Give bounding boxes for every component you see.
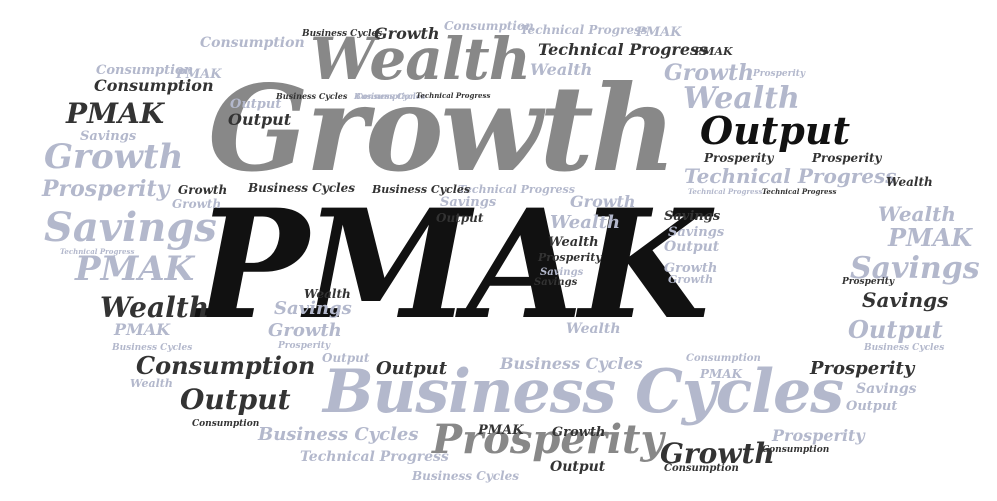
word-wealth-right-dark: Wealth [886, 175, 933, 189]
word-savings-center-small: Savings [540, 267, 584, 278]
word-prosperity-large: Prosperity [432, 416, 664, 463]
word-prosperity-right-dark: Prosperity [810, 358, 915, 379]
word-wealth-top: Wealth [530, 60, 593, 79]
word-pmak-mid-left: PMAK [114, 320, 171, 339]
word-growth-left-small: Growth [172, 197, 222, 211]
word-business-cycles-center-small: Business Cycles [354, 91, 426, 101]
word-prosperity-top: Prosperity [753, 69, 806, 79]
word-consumption-right-small: Consumption [762, 445, 830, 455]
word-business-cycles-top: Business Cycles [302, 29, 383, 39]
word-technical-progress-tiny: Technical Progress [416, 91, 491, 100]
word-output-bottom-left: Output [180, 383, 291, 416]
word-business-cycles-center: Business Cycles [500, 354, 643, 373]
word-prosperity-right-mid: Prosperity [812, 151, 882, 165]
word-savings-right-large: Savings [850, 251, 980, 286]
word-technical-progress-mid: Technical Progress [538, 40, 709, 59]
word-wealth-left-small: Wealth [130, 377, 173, 390]
word-pmak-left: PMAK [75, 249, 195, 289]
word-pmak-right: PMAK [888, 223, 973, 252]
word-output-right-small: Output [846, 399, 898, 414]
word-consumption-top-left: Consumption [200, 35, 305, 51]
word-growth-large: Growth [208, 59, 677, 198]
word-growth-top-right: Growth [664, 60, 755, 86]
word-growth-bottom: Growth [660, 437, 775, 470]
word-output-large: Output [700, 108, 851, 153]
word-output-center: Output [376, 358, 448, 379]
word-savings-left: Savings [44, 204, 217, 251]
word-wealth-center-dark: Wealth [548, 235, 599, 250]
word-technical-progress-right-small: Technical Progress [762, 187, 837, 196]
word-wealth-right: Wealth [683, 81, 800, 116]
word-consumption-left: Consumption [94, 76, 214, 95]
word-growth-center-bottom: Growth [668, 273, 714, 286]
word-consumption-left-small: Consumption [96, 63, 194, 78]
word-growth-bottom-center: Growth [552, 425, 606, 440]
word-wealth-right-mid: Wealth [878, 202, 956, 226]
word-technical-progress-right-tiny: Technical Progress [688, 187, 763, 196]
word-output-mid-left: Output [322, 351, 370, 365]
word-output-left: Output [228, 110, 292, 129]
word-growth-mid-left: Growth [268, 320, 342, 341]
word-prosperity-mid-left: Prosperity [278, 341, 331, 351]
word-savings-center-right: Savings [664, 209, 721, 224]
word-business-cycles-right-tiny: Business Cycles [864, 343, 945, 353]
word-business-cycles-left-tiny: Business Cycles [112, 343, 193, 353]
word-pmak-left-dark: PMAK [66, 97, 165, 130]
word-savings-center-dark: Savings [534, 277, 578, 288]
word-consumption-top: Consumption [444, 19, 534, 33]
word-savings-mid-left: Savings [274, 298, 352, 319]
word-savings-right: Savings [862, 288, 949, 312]
word-pmak-large: PMAK [196, 177, 710, 353]
word-wealth-center-bottom: Wealth [566, 321, 621, 337]
word-technical-progress-center: Technical Progress [458, 183, 575, 196]
word-wealth-center: Wealth [550, 212, 621, 233]
word-output-right-bottom: Output [550, 459, 606, 475]
word-business-cycles-mid: Business Cycles [248, 181, 356, 195]
word-output-center-small: Output [436, 211, 484, 225]
word-prosperity-right-tiny: Prosperity [842, 277, 895, 287]
word-technical-progress-top: Technical Progress [520, 23, 648, 37]
word-prosperity-right: Prosperity [772, 426, 865, 445]
word-wealth-large: Wealth [310, 25, 531, 93]
word-pmak-top: PMAK [636, 25, 682, 40]
word-pmak-left-small: Savings [80, 129, 137, 144]
word-output-top-left: Output [230, 97, 282, 112]
word-business-cycles-bottom-left: Business Cycles [258, 424, 419, 445]
word-savings-right-small: Savings [856, 381, 917, 397]
word-business-cycles-bottom: Business Cycles [412, 469, 520, 483]
word-consumption-right-bottom: Consumption [664, 463, 739, 474]
word-consumption-center: Consumption [356, 91, 416, 101]
word-consumption-bottom: Consumption [686, 353, 761, 364]
word-technical-progress-bottom: Technical Progress [300, 449, 449, 465]
word-pmak-bottom-center: PMAK [478, 423, 524, 438]
word-output-center-right: Output [664, 239, 720, 255]
word-growth-center-right: Growth [664, 261, 718, 276]
word-wealth-mid-left: Wealth [304, 287, 351, 301]
word-prosperity-left: Prosperity [42, 176, 170, 202]
word-growth-top: Growth [374, 24, 440, 43]
word-technical-progress-right: Technical Progress [684, 164, 897, 188]
word-growth-mid: Growth [178, 183, 228, 197]
word-consumption-bottom-left: Consumption [192, 419, 260, 429]
word-prosperity-center: Prosperity [538, 251, 602, 264]
word-prosperity-right-small: Prosperity [704, 151, 774, 165]
word-pmak-right-small: PMAK [694, 45, 733, 58]
word-business-cycles-center-dark: Business Cycles [372, 183, 471, 196]
word-savings-center: Savings [440, 195, 497, 210]
word-growth-left: Growth [44, 137, 184, 177]
word-business-cycles-top-left: Business Cycles [276, 91, 348, 101]
word-growth-center: Growth [570, 192, 636, 211]
word-pmak-bottom: PMAK [700, 367, 743, 381]
word-output-right: Output [848, 315, 943, 344]
word-savings-center-right-2: Savings [668, 225, 725, 240]
word-consumption-left-large: Consumption [136, 351, 316, 380]
word-wealth-left: Wealth [100, 291, 210, 324]
word-pmak-top-left: PMAK [176, 67, 222, 82]
word-business-cycles-large: Business Cycles [323, 357, 844, 427]
word-technical-progress-left: Technical Progress [60, 247, 135, 256]
